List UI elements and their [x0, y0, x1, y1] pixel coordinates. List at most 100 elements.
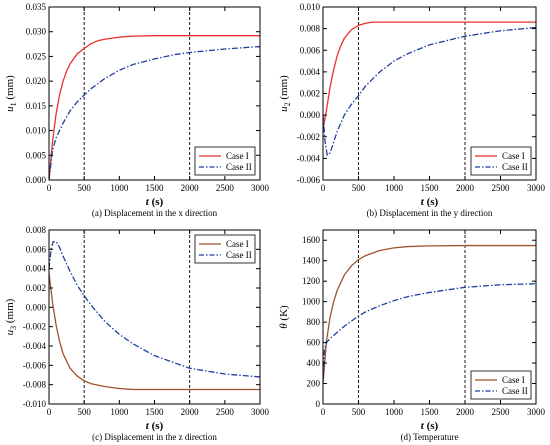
panel-caption: (d) Temperature [401, 432, 459, 442]
chart-panel-2: 0 500 1000 1500 2000 2500 3000 -0.006 -0.004 -0.0… [278, 2, 546, 218]
panel-caption: (b) Displacement in the y direction [367, 208, 493, 218]
y-tick-label: 1000 [302, 297, 321, 307]
series-line-case-ii [49, 240, 260, 378]
x-tick-label: 1000 [110, 407, 129, 417]
y-tick-label: 0.005 [26, 150, 47, 160]
y-tick-label: -0.002 [297, 132, 320, 142]
series-line-case-ii [323, 26, 536, 157]
chart-panel-1: 0 500 1000 1500 2000 2500 3000 0.000 0.005 0.010 0… [4, 2, 270, 218]
y-tick-label: 0.010 [26, 126, 47, 136]
y-tick-label: 1400 [302, 256, 321, 266]
series-line-case-i [323, 244, 536, 384]
x-tick-label: 2000 [456, 407, 475, 417]
x-tick-label: 1000 [385, 183, 404, 193]
x-tick-label: 0 [321, 407, 326, 417]
legend-box [194, 146, 256, 176]
legend-label-case-ii: Case II [502, 386, 528, 396]
x-tick-label: 2000 [456, 183, 475, 193]
panel-caption: (a) Displacement in the x direction [92, 208, 218, 218]
x-tick-label: 1500 [421, 407, 440, 417]
series-line-case-i [49, 35, 260, 180]
x-tick-label: 0 [47, 183, 52, 193]
x-tick-label: 3000 [251, 183, 270, 193]
x-tick-label: 0 [321, 183, 326, 193]
y-tick-label: 0.025 [26, 51, 47, 61]
x-tick-label: 1000 [385, 407, 404, 417]
y-tick-label: 0.004 [26, 264, 47, 274]
y-tick-label: 0.006 [26, 244, 47, 254]
y-tick-label: 0 [316, 399, 321, 409]
x-tick-label: 2500 [492, 183, 511, 193]
y-axis-label: u3 (mm) [4, 298, 18, 335]
y-tick-label: 0.000 [26, 175, 47, 185]
y-tick-label: 0.004 [300, 67, 321, 77]
y-tick-label: 0.008 [300, 24, 321, 34]
x-axis-label: t (s) [421, 196, 439, 208]
x-tick-label: 500 [352, 407, 366, 417]
x-tick-label: 2500 [492, 407, 511, 417]
y-tick-label: 600 [307, 338, 321, 348]
y-tick-label: 200 [307, 379, 321, 389]
legend-label-case-ii: Case II [502, 162, 528, 172]
legend-label-case-i: Case I [226, 151, 249, 161]
y-tick-label: 0.030 [26, 27, 47, 37]
x-tick-label: 2500 [216, 183, 235, 193]
x-tick-label: 1000 [110, 183, 129, 193]
y-tick-label: -0.006 [23, 360, 47, 370]
chart-panel-4: 0 500 1000 1500 2000 2500 3000 0 200 400 600 800 100… [278, 229, 546, 442]
series-line-case-i [49, 273, 260, 391]
x-axis-label: t (s) [146, 420, 164, 432]
y-axis-label: u2 (mm) [278, 75, 292, 112]
x-tick-label: 500 [77, 183, 91, 193]
y-tick-label: -0.008 [23, 380, 47, 390]
y-tick-label: 0.008 [26, 225, 47, 235]
y-tick-label: 800 [307, 317, 321, 327]
y-tick-label: 0.000 [300, 110, 321, 120]
y-axis-label: θ (K) [278, 305, 290, 329]
legend-label-case-ii: Case II [226, 250, 252, 260]
series-line-case-i [323, 21, 536, 130]
y-tick-label: -0.010 [23, 399, 47, 409]
y-tick-label: 0.010 [300, 2, 321, 12]
y-tick-label: -0.004 [23, 341, 47, 351]
x-axis-label: t (s) [146, 196, 164, 208]
legend-box [470, 370, 532, 400]
y-tick-label: 0.006 [300, 45, 321, 55]
y-tick-label: 0.015 [26, 101, 47, 111]
y-tick-label: -0.004 [297, 153, 321, 163]
chart-panel-3: 0 500 1000 1500 2000 2500 3000 -0.010 -0.008 -0.0… [4, 225, 270, 442]
x-tick-label: 3000 [527, 183, 546, 193]
legend-label-case-i: Case I [226, 239, 249, 249]
x-tick-label: 3000 [251, 407, 270, 417]
x-tick-label: 500 [77, 407, 91, 417]
y-tick-label: 1600 [302, 235, 321, 245]
y-tick-label: -0.002 [23, 322, 46, 332]
y-tick-label: 0.002 [300, 89, 320, 99]
legend-label-case-i: Case I [502, 151, 525, 161]
y-axis-label: u1 (mm) [4, 75, 18, 112]
x-tick-label: 2000 [181, 183, 200, 193]
series-line-case-ii [49, 45, 260, 180]
x-tick-label: 2000 [181, 407, 200, 417]
legend-box [194, 234, 256, 264]
x-tick-label: 1500 [421, 183, 440, 193]
legend-label-case-i: Case I [502, 375, 525, 385]
panel-caption: (c) Displacement in the z direction [92, 432, 217, 442]
y-tick-label: 0.020 [26, 76, 47, 86]
x-tick-label: 2500 [216, 407, 235, 417]
x-tick-label: 1500 [146, 407, 165, 417]
y-tick-label: 400 [307, 358, 321, 368]
y-tick-label: 1200 [302, 276, 321, 286]
y-tick-label: 0.000 [26, 302, 47, 312]
legend-box [470, 146, 532, 176]
legend-label-case-ii: Case II [226, 162, 252, 172]
series-line-case-ii [323, 283, 536, 379]
x-tick-label: 3000 [527, 407, 546, 417]
y-tick-label: 0.035 [26, 2, 47, 12]
y-tick-label: -0.006 [297, 175, 321, 185]
